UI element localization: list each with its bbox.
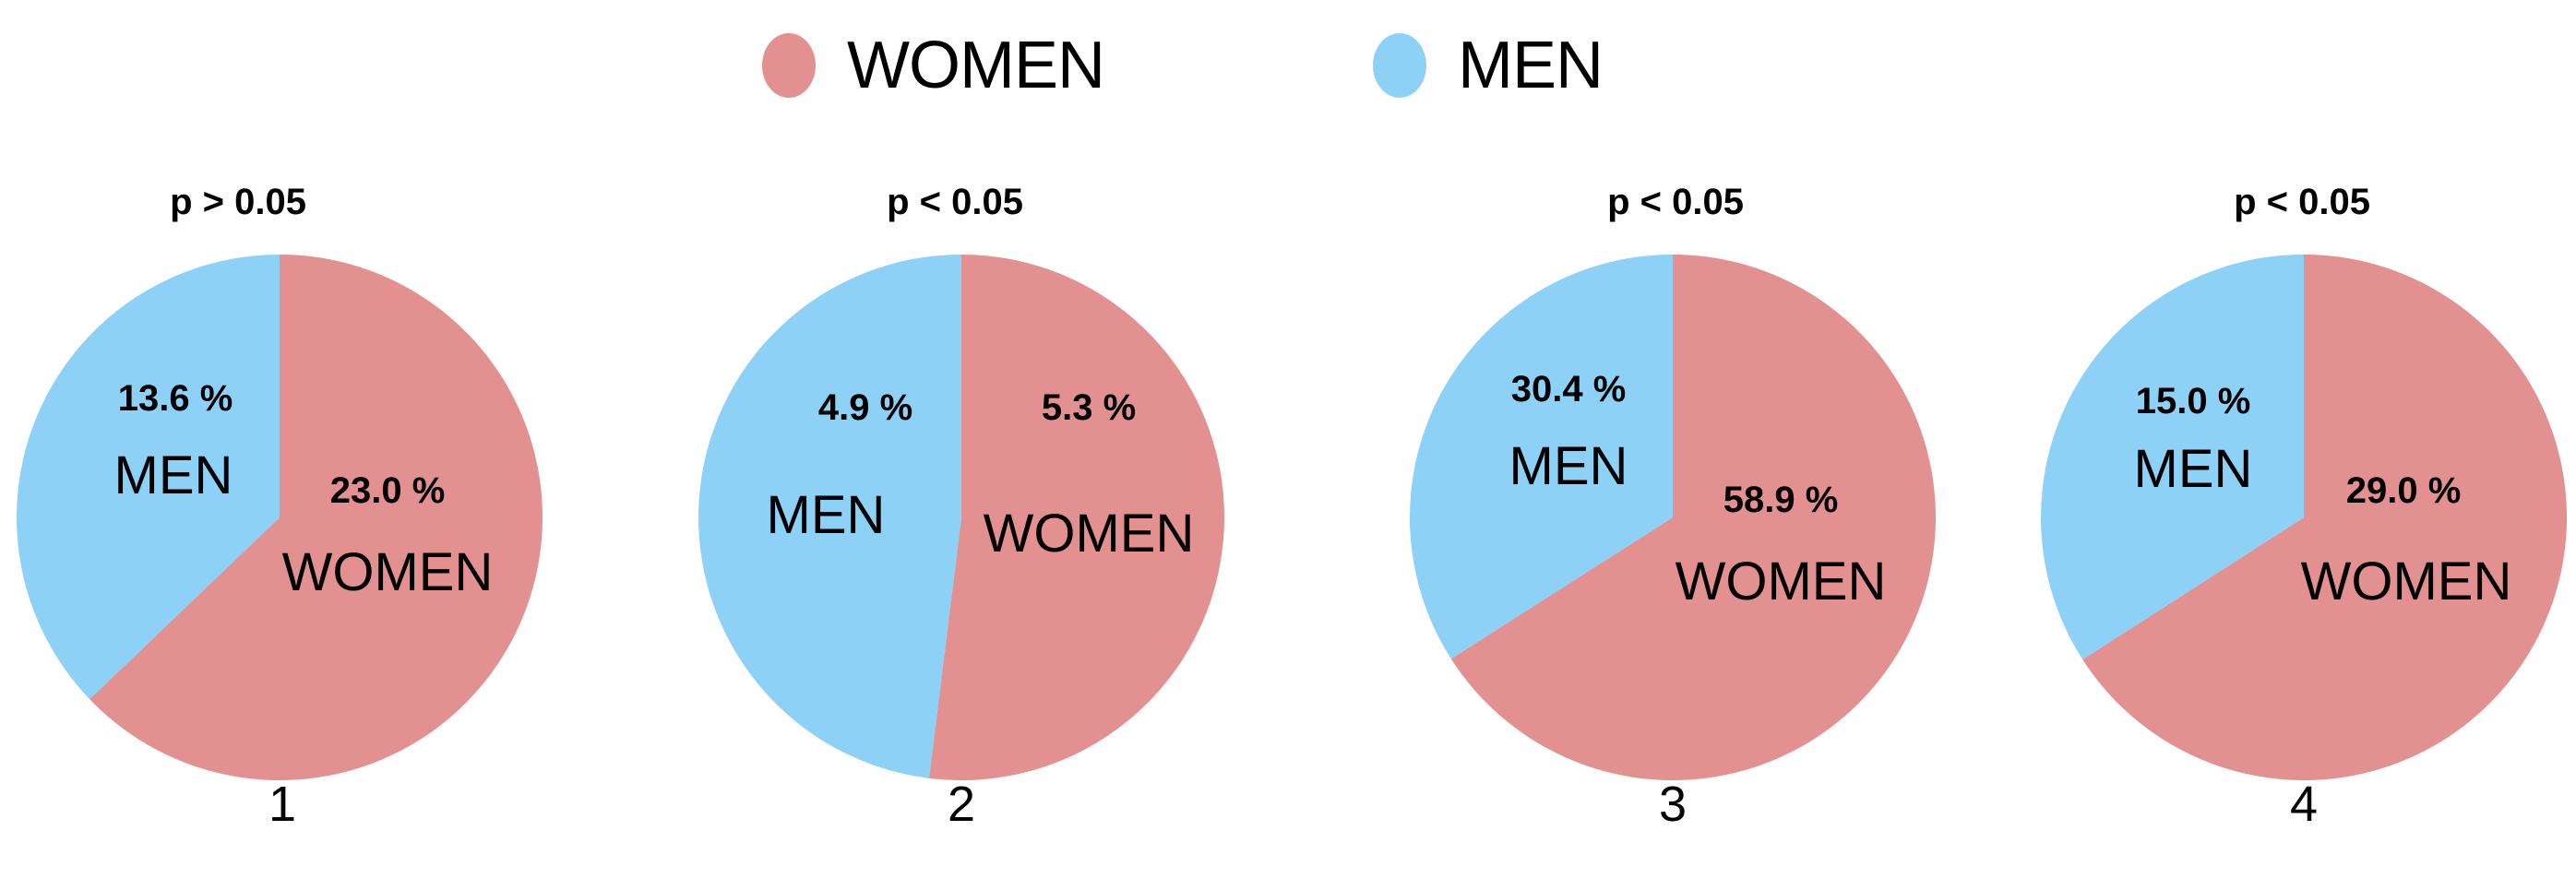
slice-women <box>2082 255 2567 780</box>
chart-legend: WOMEN MEN <box>0 0 2576 129</box>
slice-women <box>928 255 1224 780</box>
legend-swatch-men <box>1373 33 1426 98</box>
pie-chart-4: p < 0.05 15.0 % MEN 29.0 % WOMEN 4 <box>2040 182 2567 832</box>
chart-number: 2 <box>948 777 975 832</box>
legend-label-women: WOMEN <box>847 29 1105 102</box>
legend-label-men: MEN <box>1458 29 1604 102</box>
pie-chart-3: p < 0.05 30.4 % MEN 58.9 % WOMEN 3 <box>1410 182 1937 832</box>
men-label: MEN <box>767 485 886 545</box>
slice-men <box>17 255 280 700</box>
pie-chart-1: p > 0.05 13.6 % MEN 23.0 % WOMEN 1 <box>17 182 543 832</box>
women-label: WOMEN <box>2301 552 2512 611</box>
women-percentage: 23.0 % <box>330 470 446 511</box>
p-value-label: p < 0.05 <box>2234 182 2370 222</box>
slice-men <box>2040 255 2304 660</box>
women-label: WOMEN <box>984 504 1195 564</box>
women-percentage: 58.9 % <box>1723 480 1839 520</box>
men-label: MEN <box>2134 439 2253 499</box>
slice-women <box>1450 255 1937 780</box>
p-value-label: p < 0.05 <box>887 182 1023 222</box>
women-label: WOMEN <box>282 542 494 602</box>
legend-item-men: MEN <box>1373 24 1604 107</box>
slice-women <box>89 255 543 780</box>
men-label: MEN <box>114 445 233 505</box>
legend-item-women: WOMEN <box>762 24 1105 107</box>
men-percentage: 30.4 % <box>1511 369 1627 409</box>
men-label: MEN <box>1509 436 1628 496</box>
men-percentage: 13.6 % <box>118 378 233 419</box>
women-percentage: 5.3 % <box>1042 387 1136 428</box>
women-label: WOMEN <box>1676 552 1887 611</box>
p-value-label: p > 0.05 <box>170 182 306 222</box>
chart-number: 4 <box>2290 777 2318 832</box>
slice-men <box>698 255 961 778</box>
slice-men <box>1410 255 1673 659</box>
men-percentage: 15.0 % <box>2136 381 2251 421</box>
p-value-label: p < 0.05 <box>1607 182 1744 222</box>
legend-swatch-women <box>762 33 816 98</box>
chart-number: 1 <box>268 777 296 832</box>
chart-number: 3 <box>1659 777 1687 832</box>
women-percentage: 29.0 % <box>2346 470 2462 511</box>
men-percentage: 4.9 % <box>818 387 912 428</box>
pie-chart-2: p < 0.05 4.9 % MEN 5.3 % WOMEN 2 <box>698 182 1224 832</box>
